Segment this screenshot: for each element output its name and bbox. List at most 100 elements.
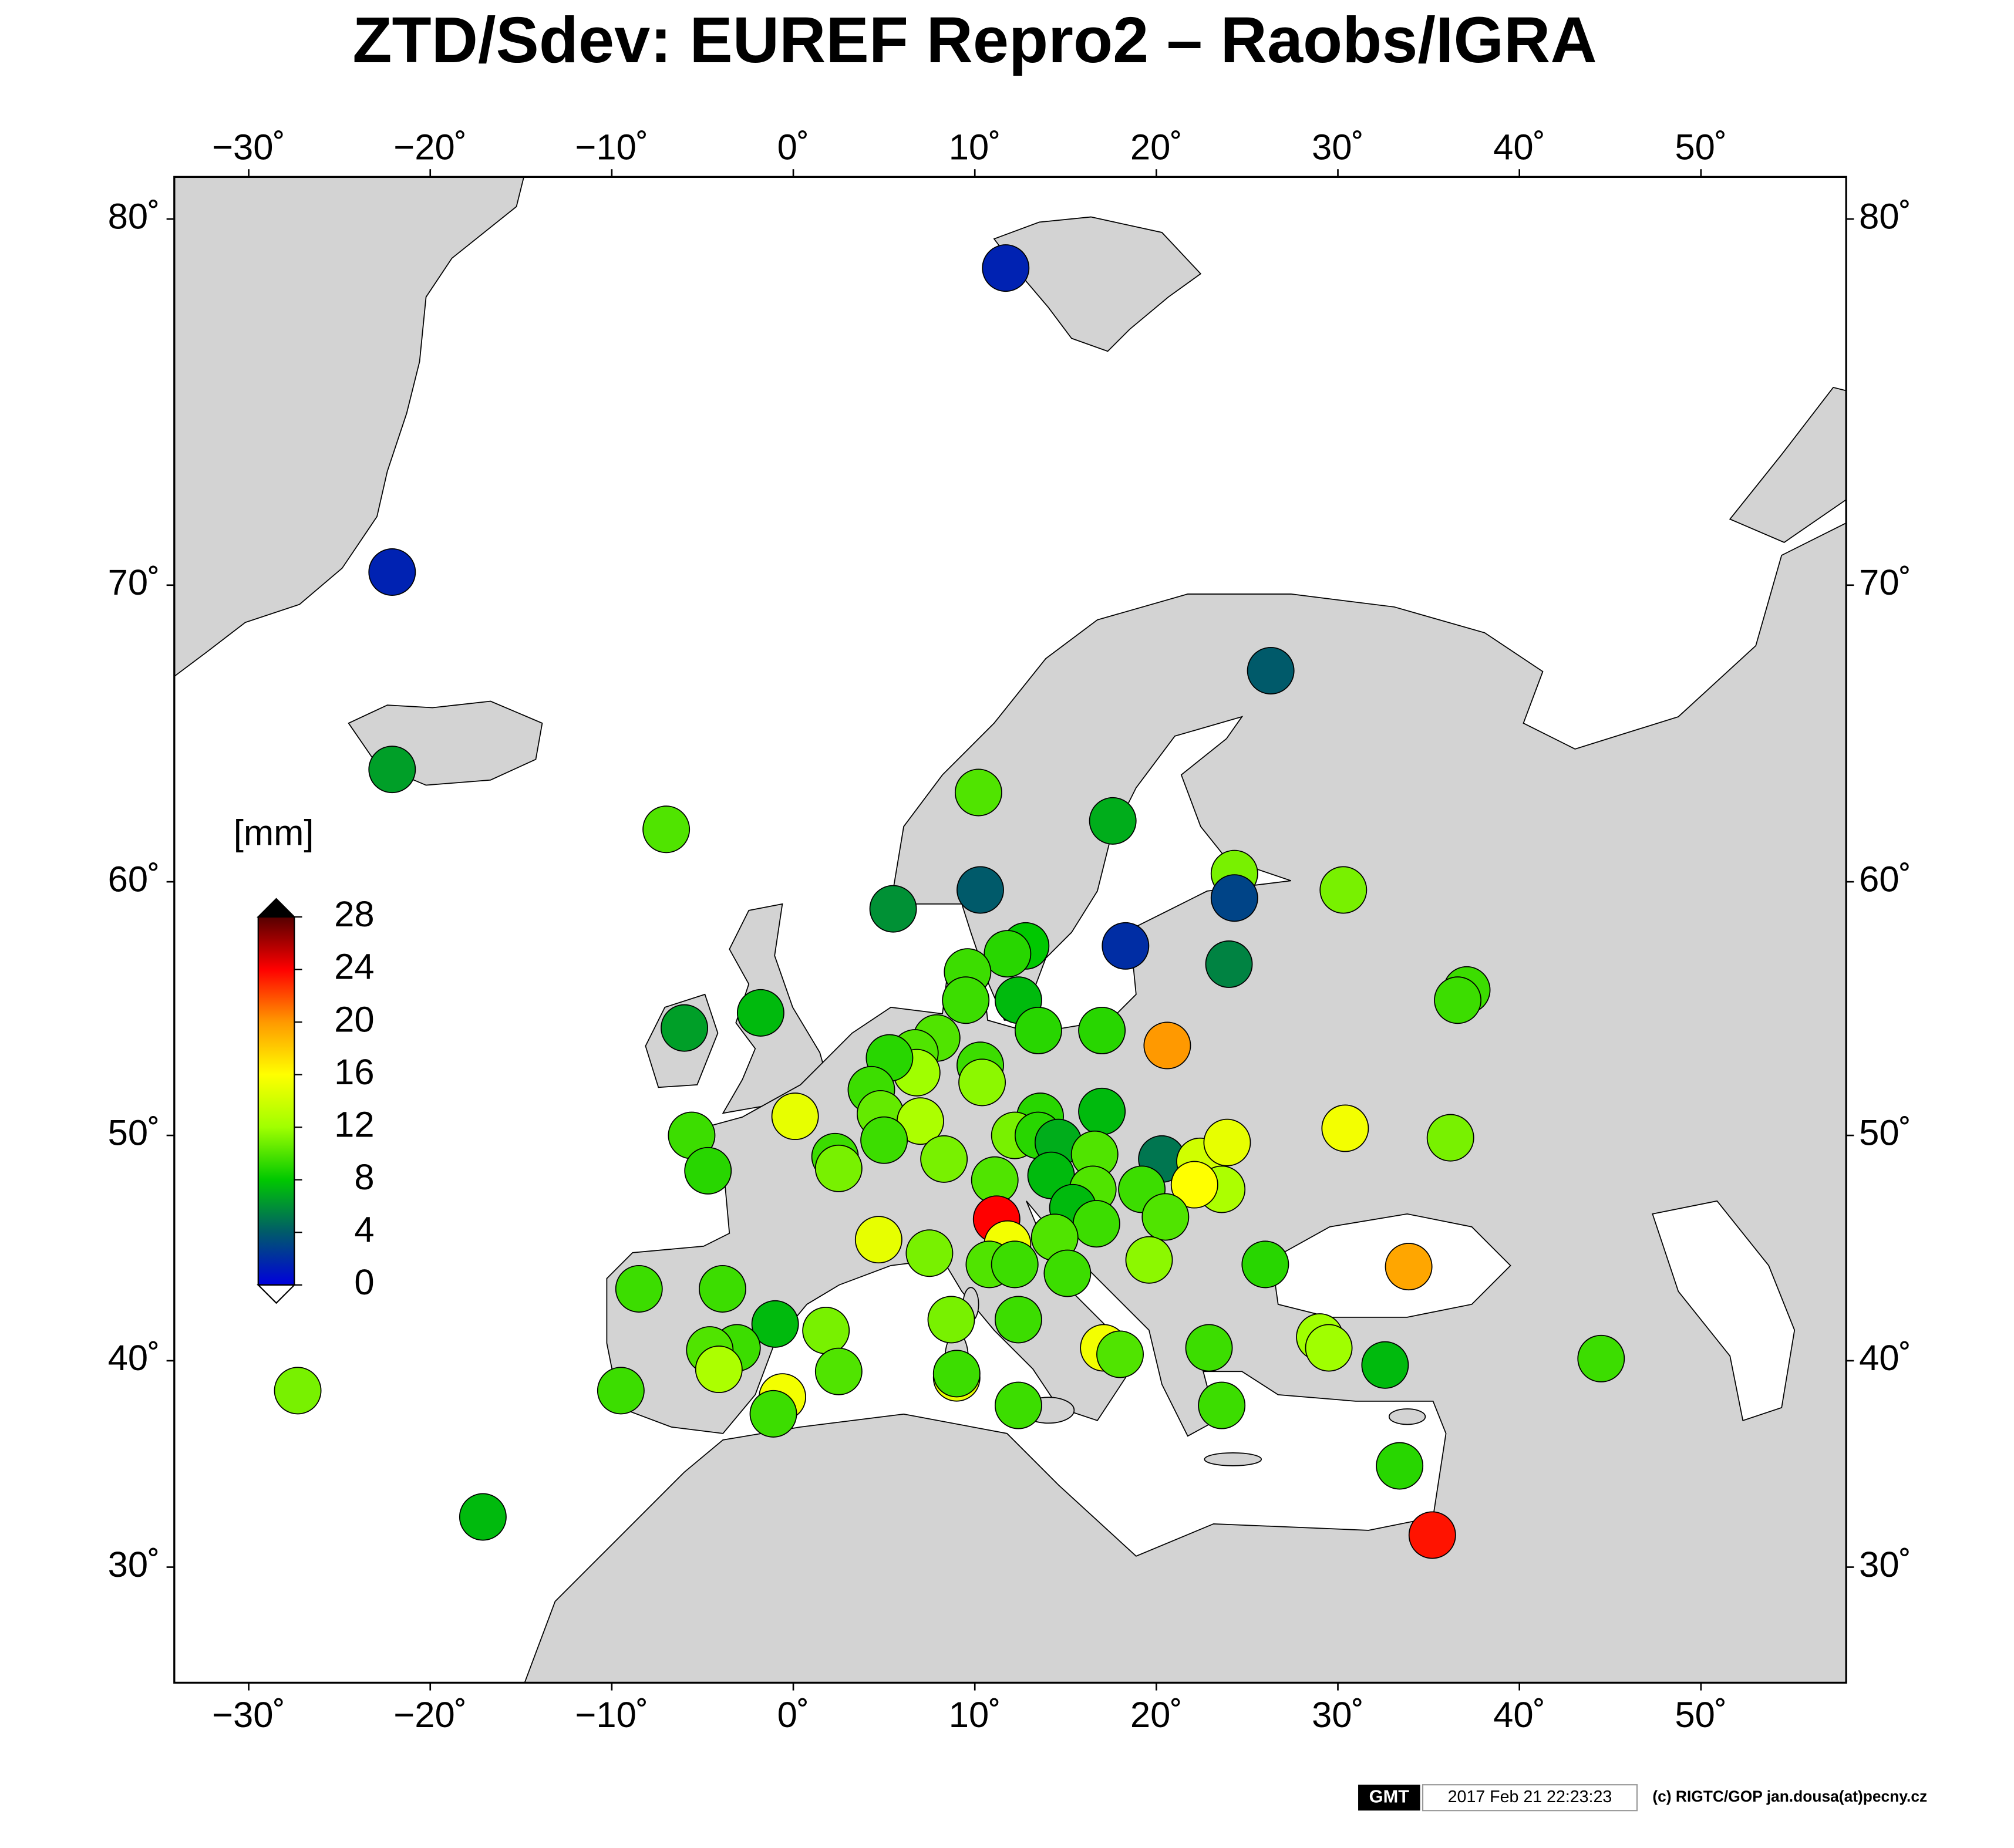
x-tick-label-top: −30˚ bbox=[212, 127, 285, 167]
station bbox=[1376, 1442, 1424, 1490]
logo-box bbox=[1358, 1785, 1420, 1811]
station bbox=[920, 1135, 968, 1183]
station bbox=[771, 1092, 819, 1141]
y-tick-label-left: 60˚ bbox=[108, 859, 160, 899]
station bbox=[905, 1229, 954, 1277]
station bbox=[942, 976, 990, 1024]
y-tick-label-right: 30˚ bbox=[1859, 1545, 1911, 1585]
colorbar-tick-label: 4 bbox=[354, 1210, 374, 1250]
station bbox=[1141, 1193, 1190, 1241]
map-frame bbox=[173, 176, 1847, 1684]
colorbar-tick-label: 8 bbox=[354, 1157, 374, 1198]
station bbox=[1241, 1240, 1289, 1289]
station bbox=[1078, 1006, 1126, 1054]
station bbox=[1143, 1021, 1191, 1070]
svalbard bbox=[993, 216, 1202, 352]
station bbox=[991, 1240, 1039, 1289]
chart-title: ZTD/Sdev: EUREF Repro2 – Raobs/IGRA bbox=[352, 4, 1597, 76]
x-tick-label-top: 10˚ bbox=[949, 127, 1001, 167]
station bbox=[1014, 1006, 1062, 1054]
station bbox=[749, 1390, 797, 1438]
x-tick-label-bottom: 40˚ bbox=[1493, 1695, 1545, 1735]
station bbox=[1319, 866, 1368, 914]
x-tick-label-bottom: 20˚ bbox=[1130, 1695, 1183, 1735]
station bbox=[994, 1381, 1042, 1429]
station bbox=[1185, 1324, 1233, 1372]
x-tick-label-bottom: 0˚ bbox=[777, 1695, 810, 1735]
x-tick-label-top: 20˚ bbox=[1130, 127, 1183, 167]
station bbox=[982, 244, 1030, 292]
station bbox=[1361, 1341, 1409, 1389]
logo: GMT bbox=[1369, 1786, 1410, 1806]
y-tick-label-left: 80˚ bbox=[108, 196, 160, 237]
y-tick-label-right: 70˚ bbox=[1859, 562, 1911, 603]
colorbar-tick-label: 20 bbox=[334, 999, 374, 1040]
station bbox=[615, 1265, 663, 1313]
y-tick-label-right: 60˚ bbox=[1859, 859, 1911, 899]
colorbar-label: [mm] bbox=[234, 813, 314, 854]
station bbox=[927, 1296, 975, 1344]
station bbox=[1198, 1381, 1246, 1429]
x-tick-label-top: 40˚ bbox=[1493, 127, 1545, 167]
x-tick-label-top: 30˚ bbox=[1312, 127, 1364, 167]
x-tick-label-bottom: −20˚ bbox=[393, 1695, 467, 1735]
colorbar-body bbox=[257, 916, 295, 1286]
station bbox=[802, 1306, 850, 1354]
station bbox=[958, 1058, 1006, 1107]
colorbar-over bbox=[257, 898, 296, 918]
station bbox=[1043, 1249, 1092, 1297]
station bbox=[1305, 1324, 1353, 1372]
y-tick-label-left: 40˚ bbox=[108, 1338, 160, 1378]
colorbar-tick-label: 16 bbox=[334, 1052, 374, 1092]
station bbox=[274, 1367, 322, 1415]
station bbox=[869, 885, 917, 933]
axes: −30˚ −30˚ −20˚ −20˚ −10˚ −10˚ 0˚ 0˚ 10˚ 10˚ 20˚ 20˚… bbox=[108, 127, 1911, 1735]
station bbox=[1078, 1087, 1126, 1135]
station bbox=[854, 1216, 902, 1264]
station bbox=[1203, 1118, 1251, 1166]
station bbox=[695, 1345, 743, 1394]
station bbox=[1072, 1200, 1120, 1248]
stations bbox=[274, 244, 1625, 1559]
mainland bbox=[524, 522, 1847, 1683]
timestamp-box bbox=[1422, 1784, 1638, 1812]
station bbox=[368, 746, 416, 794]
x-tick-label-top: −20˚ bbox=[393, 127, 467, 167]
y-tick-label-right: 40˚ bbox=[1859, 1338, 1911, 1378]
footer: GMT 2017 Feb 21 22:23:23 (c) RIGTC/GOP j… bbox=[1358, 1784, 1927, 1812]
station bbox=[459, 1493, 507, 1541]
station bbox=[1125, 1236, 1173, 1284]
y-tick-label-left: 70˚ bbox=[108, 562, 160, 603]
x-tick-label-bottom: 30˚ bbox=[1312, 1695, 1364, 1735]
station bbox=[814, 1347, 863, 1395]
station bbox=[1089, 797, 1137, 845]
station bbox=[699, 1265, 746, 1313]
x-tick-label-bottom: 50˚ bbox=[1675, 1695, 1727, 1735]
station bbox=[932, 1350, 981, 1398]
station bbox=[368, 548, 416, 596]
x-tick-label-top: 50˚ bbox=[1675, 127, 1727, 167]
x-tick-label-top: 0˚ bbox=[777, 127, 810, 167]
colorbar-tick-label: 0 bbox=[354, 1262, 374, 1303]
colorbar-tick-label: 12 bbox=[334, 1104, 374, 1145]
station bbox=[597, 1367, 645, 1415]
station bbox=[736, 989, 784, 1037]
station bbox=[684, 1146, 732, 1195]
station bbox=[642, 805, 691, 854]
timestamp: 2017 Feb 21 22:23:23 bbox=[1448, 1788, 1612, 1806]
x-tick-label-bottom: 10˚ bbox=[949, 1695, 1001, 1735]
station bbox=[1426, 1114, 1474, 1162]
caspian-sea bbox=[1652, 1200, 1796, 1421]
station bbox=[1577, 1334, 1625, 1382]
basemap bbox=[174, 177, 1847, 1683]
station bbox=[1170, 1161, 1218, 1209]
greenland bbox=[174, 177, 525, 677]
station bbox=[814, 1144, 863, 1192]
station bbox=[957, 866, 1004, 914]
station bbox=[1102, 922, 1150, 970]
cyprus bbox=[1388, 1408, 1426, 1425]
y-tick-label-left: 50˚ bbox=[108, 1112, 160, 1153]
station bbox=[1385, 1243, 1433, 1291]
